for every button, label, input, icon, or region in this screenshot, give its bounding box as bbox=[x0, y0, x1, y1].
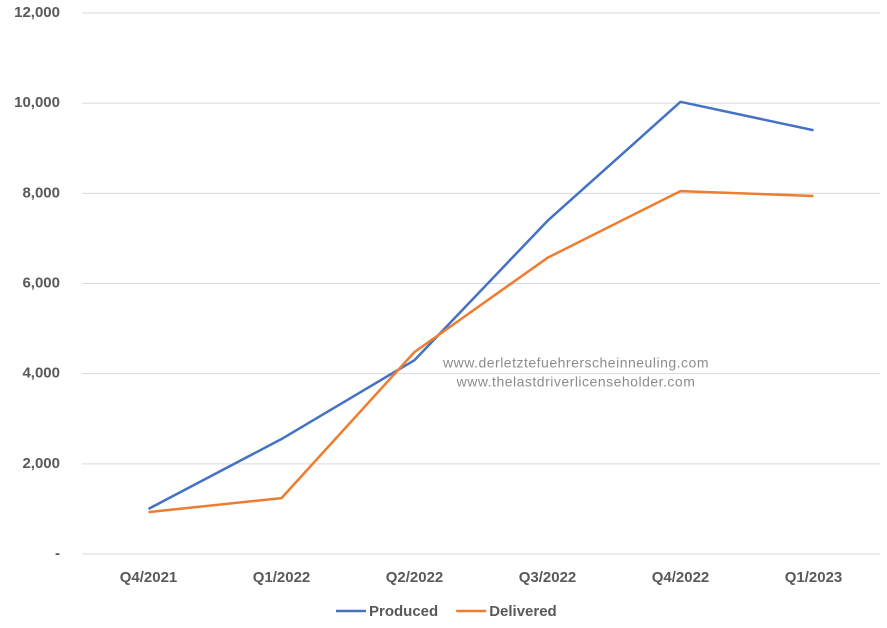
y-tick-label: 4,000 bbox=[22, 365, 60, 382]
watermark: www.derletztefuehrerscheinneuling.com bbox=[442, 355, 709, 371]
x-tick-label: Q1/2023 bbox=[785, 569, 843, 586]
series-line bbox=[147, 100, 814, 511]
y-tick-label: 12,000 bbox=[14, 4, 60, 21]
y-tick-label: 6,000 bbox=[22, 274, 60, 291]
x-tick-label: Q4/2021 bbox=[120, 569, 178, 586]
legend-label: Produced bbox=[369, 603, 438, 620]
x-tick-label: Q2/2022 bbox=[386, 569, 444, 586]
watermark: www.thelastdriverlicenseholder.com bbox=[456, 374, 696, 390]
x-tick-label: Q1/2022 bbox=[253, 569, 311, 586]
series-line bbox=[148, 189, 814, 514]
x-tick-label: Q3/2022 bbox=[519, 569, 577, 586]
y-tick-label: 2,000 bbox=[22, 455, 60, 472]
x-tick-label: Q4/2022 bbox=[652, 569, 710, 586]
y-tick-label: - bbox=[55, 545, 60, 562]
legend-label: Delivered bbox=[489, 603, 557, 620]
y-tick-label: 8,000 bbox=[22, 184, 60, 201]
y-tick-label: 10,000 bbox=[14, 94, 60, 111]
